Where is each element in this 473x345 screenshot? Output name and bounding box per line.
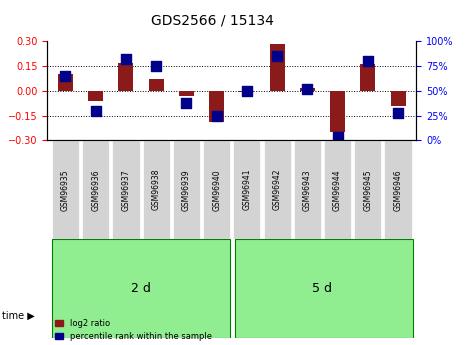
FancyBboxPatch shape bbox=[173, 140, 200, 239]
Point bbox=[152, 63, 160, 69]
Point bbox=[304, 86, 311, 92]
Text: GSM96943: GSM96943 bbox=[303, 169, 312, 210]
Point bbox=[61, 73, 69, 79]
Text: GSM96942: GSM96942 bbox=[272, 169, 281, 210]
FancyBboxPatch shape bbox=[233, 140, 261, 239]
Bar bbox=[391, 91, 406, 106]
Bar bbox=[179, 91, 194, 96]
Point bbox=[273, 53, 281, 59]
FancyBboxPatch shape bbox=[203, 140, 230, 239]
FancyBboxPatch shape bbox=[142, 140, 170, 239]
Legend: log2 ratio, percentile rank within the sample: log2 ratio, percentile rank within the s… bbox=[52, 315, 215, 344]
FancyBboxPatch shape bbox=[235, 239, 413, 338]
Text: GSM96946: GSM96946 bbox=[394, 169, 403, 210]
Text: time ▶: time ▶ bbox=[2, 311, 35, 321]
Bar bbox=[330, 91, 345, 132]
Bar bbox=[149, 79, 164, 91]
Point bbox=[243, 88, 251, 93]
FancyBboxPatch shape bbox=[82, 140, 109, 239]
FancyBboxPatch shape bbox=[294, 140, 321, 239]
Text: GSM96938: GSM96938 bbox=[152, 169, 161, 210]
Text: GSM96940: GSM96940 bbox=[212, 169, 221, 210]
Bar bbox=[360, 65, 376, 91]
Text: 5 d: 5 d bbox=[313, 282, 333, 295]
Text: GSM96937: GSM96937 bbox=[122, 169, 131, 210]
FancyBboxPatch shape bbox=[324, 140, 351, 239]
Bar bbox=[270, 44, 285, 91]
Bar bbox=[58, 73, 73, 91]
Point bbox=[92, 108, 99, 114]
Point bbox=[364, 58, 372, 64]
Text: GSM96935: GSM96935 bbox=[61, 169, 70, 210]
FancyBboxPatch shape bbox=[385, 140, 412, 239]
Point bbox=[334, 135, 342, 140]
Point bbox=[122, 57, 130, 62]
Bar bbox=[209, 91, 224, 122]
Text: GSM96941: GSM96941 bbox=[242, 169, 251, 210]
Text: 2 d: 2 d bbox=[131, 282, 151, 295]
FancyBboxPatch shape bbox=[52, 140, 79, 239]
FancyBboxPatch shape bbox=[263, 140, 291, 239]
Text: GSM96939: GSM96939 bbox=[182, 169, 191, 210]
Text: GSM96936: GSM96936 bbox=[91, 169, 100, 210]
Bar bbox=[88, 91, 103, 101]
Point bbox=[213, 113, 220, 118]
Text: GDS2566 / 15134: GDS2566 / 15134 bbox=[151, 13, 274, 28]
FancyBboxPatch shape bbox=[112, 140, 140, 239]
Point bbox=[394, 110, 402, 115]
Text: GSM96945: GSM96945 bbox=[363, 169, 372, 210]
FancyBboxPatch shape bbox=[354, 140, 381, 239]
Bar bbox=[239, 91, 254, 92]
Point bbox=[183, 100, 190, 106]
Text: GSM96944: GSM96944 bbox=[333, 169, 342, 210]
FancyBboxPatch shape bbox=[52, 239, 230, 338]
Bar bbox=[300, 88, 315, 91]
Bar bbox=[118, 63, 133, 91]
